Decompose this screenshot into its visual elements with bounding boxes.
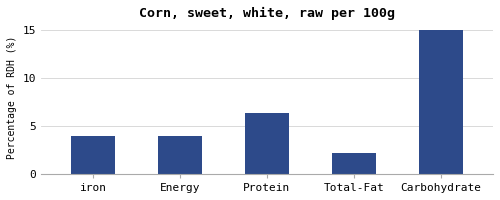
Y-axis label: Percentage of RDH (%): Percentage of RDH (%) [7, 35, 17, 159]
Title: Corn, sweet, white, raw per 100g: Corn, sweet, white, raw per 100g [139, 7, 395, 20]
Bar [245, 113, 288, 174]
Bar [419, 30, 463, 174]
Bar [72, 136, 115, 174]
Bar [158, 136, 202, 174]
Bar [332, 153, 376, 174]
